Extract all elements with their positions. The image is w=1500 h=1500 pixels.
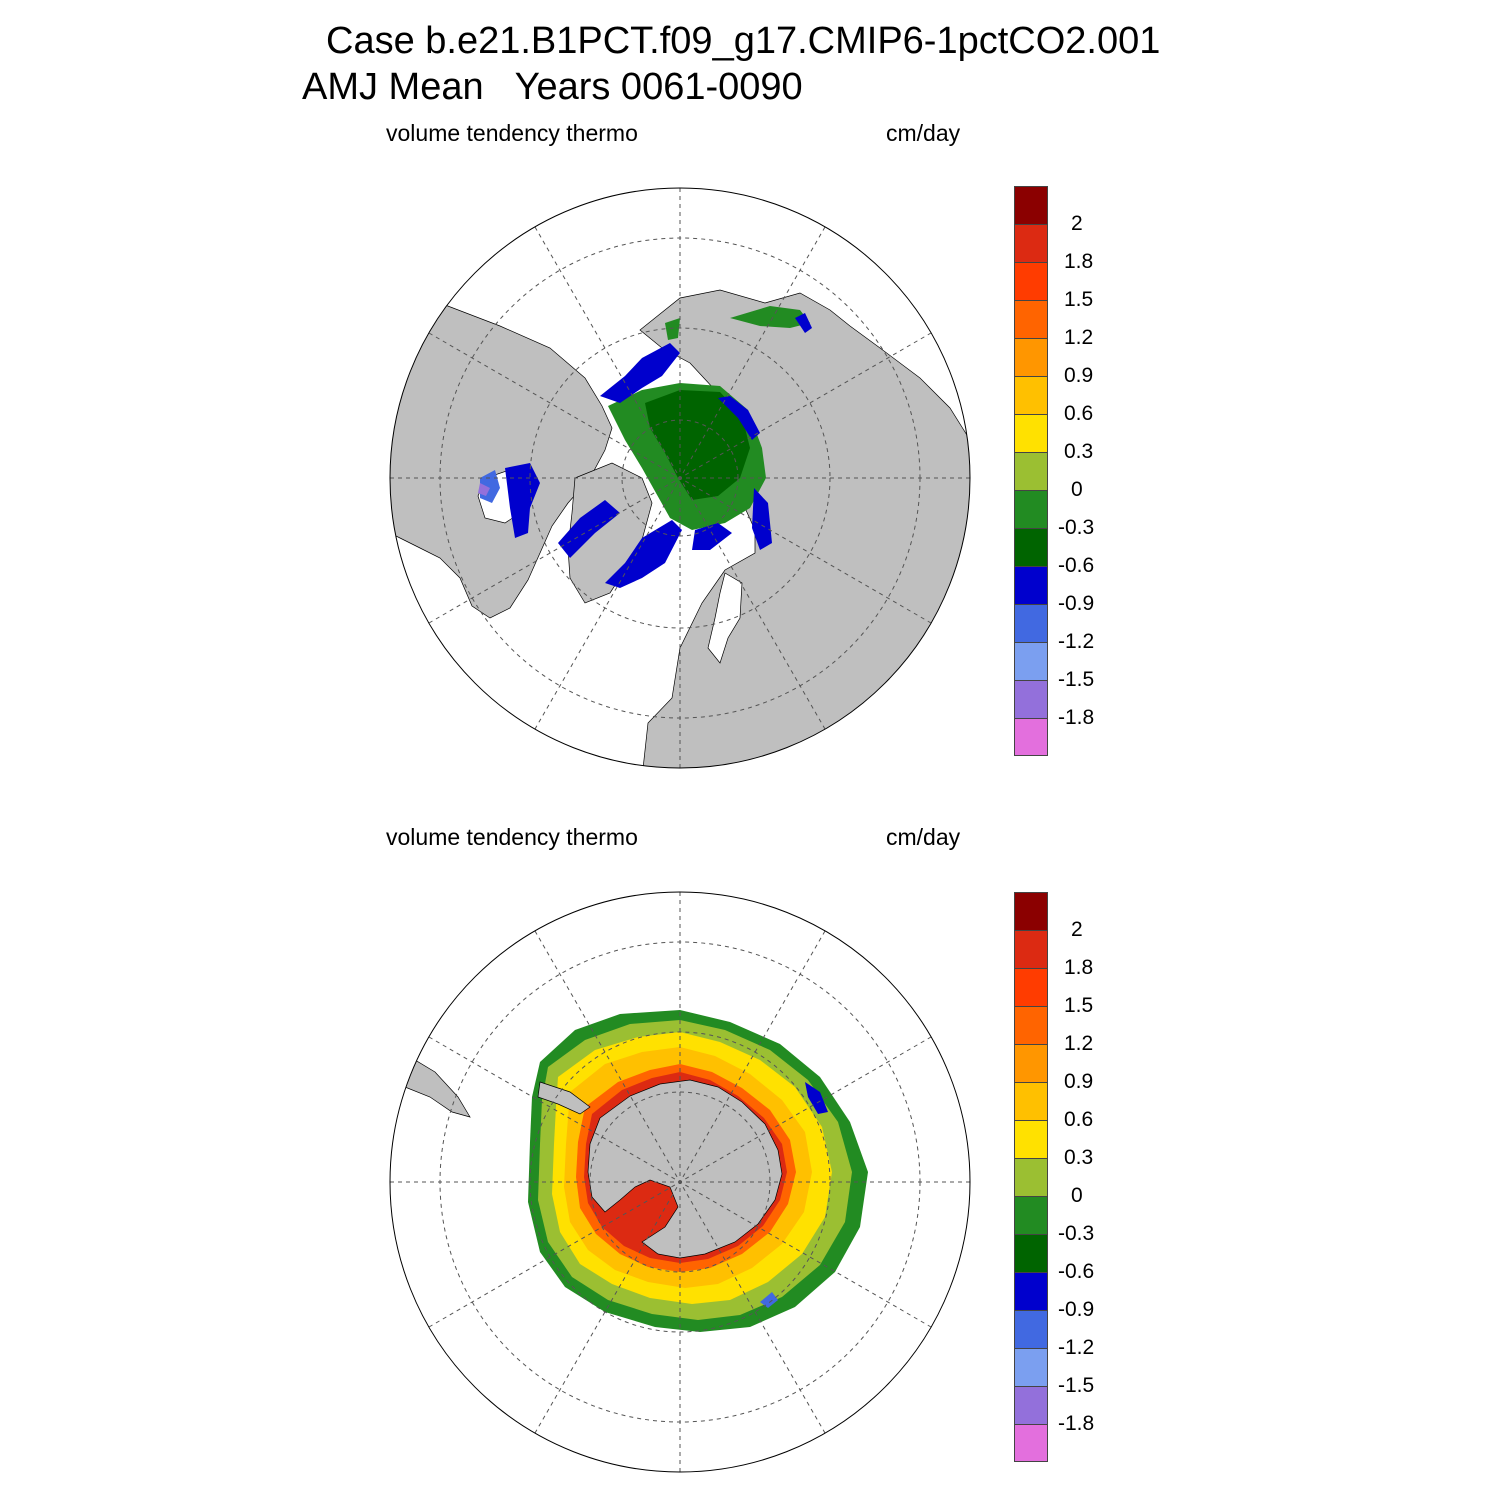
north-colorbar-tick-label: -0.3 [1058, 516, 1095, 539]
north-panel-variable-label: volume tendency thermo [386, 120, 638, 146]
arctic-sea-ice-blue-siberia [600, 343, 680, 403]
north-colorbar-swatch [1014, 376, 1048, 414]
north-colorbar-swatch [1014, 604, 1048, 642]
figure-title-period: AMJ Mean Years 0061-0090 [302, 66, 803, 108]
north-america-landmass [390, 297, 613, 619]
north-colorbar-swatch [1014, 414, 1048, 452]
south-colorbar-tick-label: 0.3 [1064, 1146, 1094, 1169]
north-colorbar-swatch [1014, 224, 1048, 262]
north-colorbar-swatch [1014, 642, 1048, 680]
south-colorbar-swatch [1014, 892, 1048, 930]
south-colorbar-tick-label: -0.3 [1058, 1222, 1095, 1245]
map-boundary-circle [389, 187, 971, 769]
south-colorbar-tick-label: 0 [1071, 1184, 1083, 1207]
south-colorbar-swatch [1014, 1044, 1048, 1082]
north-colorbar-tick-label: 0.3 [1064, 440, 1094, 463]
south-colorbar-swatch [1014, 1424, 1048, 1462]
antarctica-landmass [587, 1079, 783, 1259]
south-colorbar-swatch [1014, 1196, 1048, 1234]
south-colorbar-swatch [1014, 1158, 1048, 1196]
map-gridlines [390, 892, 970, 1472]
north-colorbar-tick-label: 1.5 [1064, 288, 1094, 311]
arctic-sea-ice-darkgreen [645, 390, 750, 500]
north-colorbar-swatch [1014, 300, 1048, 338]
south-colorbar-tick-label: -1.5 [1058, 1374, 1095, 1397]
north-colorbar-swatch [1014, 262, 1048, 300]
south-colorbar-tick-label: -0.9 [1058, 1298, 1095, 1321]
south-colorbar-swatch [1014, 1234, 1048, 1272]
south-colorbar-swatch [1014, 930, 1048, 968]
south-colorbar-tick-label: 0.9 [1064, 1070, 1094, 1093]
south-colorbar-tick-label: 1.5 [1064, 994, 1094, 1017]
antarctic-polar-map [389, 891, 971, 1473]
south-colorbar-tick-label: 2 [1071, 918, 1083, 941]
map-boundary-circle [389, 891, 971, 1473]
north-colorbar-swatch [1014, 566, 1048, 604]
south-colorbar-swatch [1014, 968, 1048, 1006]
north-colorbar-tick-label: -1.5 [1058, 668, 1095, 691]
north-colorbar-tick-label: -1.2 [1058, 630, 1095, 653]
south-panel-variable-label: volume tendency thermo [386, 824, 638, 850]
north-colorbar-swatch [1014, 528, 1048, 566]
figure-title-case: Case b.e21.B1PCT.f09_g17.CMIP6-1pctCO2.0… [326, 20, 1161, 62]
north-colorbar-tick-label: 0.9 [1064, 364, 1094, 387]
south-colorbar-tick-label: -0.6 [1058, 1260, 1095, 1283]
map-gridlines [390, 188, 970, 768]
north-colorbar-swatch [1014, 452, 1048, 490]
south-colorbar-tick-label: 1.2 [1064, 1032, 1094, 1055]
north-colorbar-tick-label: -0.6 [1058, 554, 1095, 577]
south-colorbar-tick-label: 0.6 [1064, 1108, 1094, 1131]
north-colorbar-swatch [1014, 718, 1048, 756]
south-colorbar-tick-label: -1.2 [1058, 1336, 1095, 1359]
south-colorbar-swatch [1014, 1006, 1048, 1044]
south-colorbar-swatch [1014, 1310, 1048, 1348]
north-colorbar-tick-label: -1.8 [1058, 706, 1095, 729]
north-panel-units-label: cm/day [886, 120, 961, 146]
north-colorbar-tick-label: 1.8 [1064, 250, 1094, 273]
north-colorbar-swatch [1014, 490, 1048, 528]
arctic-sea-ice-blue-labrador [505, 463, 540, 538]
south-colorbar-swatch [1014, 1272, 1048, 1310]
south-colorbar-swatch [1014, 1120, 1048, 1158]
south-colorbar [1014, 892, 1049, 1462]
north-colorbar-tick-label: 1.2 [1064, 326, 1094, 349]
south-colorbar-tick-label: -1.8 [1058, 1412, 1095, 1435]
arctic-polar-map [389, 187, 971, 769]
south-colorbar-tick-label: 1.8 [1064, 956, 1094, 979]
north-colorbar-tick-label: 0.6 [1064, 402, 1094, 425]
north-colorbar-swatch [1014, 338, 1048, 376]
north-colorbar-tick-label: -0.9 [1058, 592, 1095, 615]
south-colorbar-swatch [1014, 1082, 1048, 1120]
arctic-sea-ice-blue-east [752, 488, 772, 550]
north-colorbar-swatch [1014, 680, 1048, 718]
north-colorbar [1014, 186, 1049, 756]
south-panel-units-label: cm/day [886, 824, 961, 850]
north-colorbar-swatch [1014, 186, 1048, 224]
north-colorbar-tick-label: 0 [1071, 478, 1083, 501]
south-colorbar-swatch [1014, 1348, 1048, 1386]
north-colorbar-tick-label: 2 [1071, 212, 1083, 235]
south-colorbar-swatch [1014, 1386, 1048, 1424]
